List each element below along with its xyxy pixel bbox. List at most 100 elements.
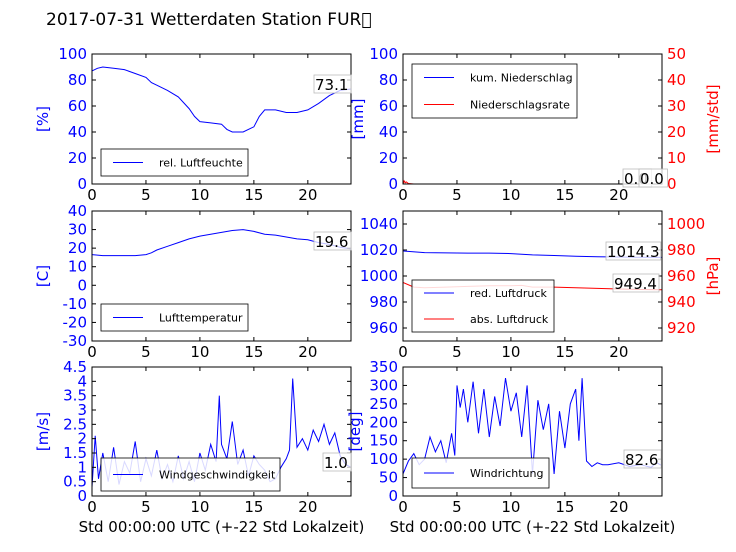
panel-1: 0 5 10 15 20 0 20 40 60 80 100 [%] rel. Luftfeuchte 7… <box>34 45 352 204</box>
y-tick-label: 350 <box>369 358 398 376</box>
value-label: 73.1 <box>315 76 348 94</box>
y-tick-label: 40 <box>68 202 87 220</box>
y-tick-label: 0 <box>77 487 87 505</box>
x-tick-label: 20 <box>298 186 317 204</box>
y-tick-label: 60 <box>68 97 87 115</box>
y-axis-label: [mm] <box>349 99 367 140</box>
legend-label: red. Luftdruck <box>470 287 547 300</box>
panel-4: 0 5 10 15 20 960 980 1000 1020 1040 920 940 960 980 10… <box>360 210 722 361</box>
figure-title: 2017-07-31 Wetterdaten Station FUR  <box>46 10 372 30</box>
x-tick-label: 5 <box>141 343 151 361</box>
y-tick-label: 50 <box>379 469 398 487</box>
y-tick-label: 80 <box>379 71 398 89</box>
y2-tick-label: 30 <box>667 97 686 115</box>
y-tick-label: 20 <box>68 239 87 257</box>
y-tick-label: 3 <box>77 401 87 419</box>
y-axis-label: [C] <box>34 265 52 287</box>
value-box <box>623 449 662 469</box>
x-axis-label: Std 00:00:00 UTC (+-22 Std Lokalzeit) <box>79 518 365 536</box>
y-tick-label: 60 <box>379 97 398 115</box>
y2-tick-label: 980 <box>667 241 696 259</box>
legend-box <box>411 457 550 489</box>
y-tick-label: 200 <box>369 413 398 431</box>
y-tick-label: 100 <box>369 45 398 63</box>
legend-label: Niederschlagsrate <box>470 99 570 112</box>
y-tick-label: 2.5 <box>63 415 87 433</box>
series-line <box>92 229 351 257</box>
panel-5: 0 5 10 15 20 00.511.522.533.544.5 [m/s] Std 00:… <box>34 358 364 536</box>
y2-tick-label: 1000 <box>667 215 705 233</box>
y-tick-label: 100 <box>58 45 87 63</box>
y2-tick-label: 50 <box>667 45 686 63</box>
y-tick-label: 2 <box>77 430 87 448</box>
y2-tick-label: 0 <box>667 175 677 193</box>
y-tick-label: 80 <box>68 71 87 89</box>
x-tick-label: 0 <box>398 186 408 204</box>
x-tick-label: 5 <box>452 186 462 204</box>
series-line <box>92 66 351 133</box>
y-tick-label: -10 <box>63 295 88 313</box>
y-tick-label: 40 <box>68 123 87 141</box>
legend-label: Windgeschwindigkeit <box>159 469 276 482</box>
x-tick-label: 0 <box>398 498 408 516</box>
y2-tick-label: 40 <box>667 71 686 89</box>
panel-3: 0 5 10 15 20-30-20-10010203040[C]Lufttempera… <box>34 202 352 361</box>
x-tick-label: 0 <box>87 498 97 516</box>
y-tick-label: 4.5 <box>63 358 87 376</box>
legend-label: Windrichtung <box>470 467 543 480</box>
value-label: 1014.3 <box>607 243 660 261</box>
x-tick-label: 10 <box>190 343 209 361</box>
axes-frame <box>91 210 352 342</box>
axes-frame <box>91 366 352 497</box>
y-tick-label: 0 <box>388 175 398 193</box>
x-axis-label: Std 00:00:00 UTC (+-22 Std Lokalzeit) <box>390 518 676 536</box>
value-label: 0.0 <box>640 170 664 188</box>
value-box <box>322 452 352 472</box>
y-tick-label: 0 <box>77 175 87 193</box>
y-tick-label: 1040 <box>360 215 398 233</box>
value-label: 82.6 <box>625 451 658 469</box>
y2-axis-label: [mm/std] <box>704 84 722 153</box>
x-tick-label: 10 <box>501 343 520 361</box>
y-tick-label: 40 <box>379 123 398 141</box>
y-tick-label: -30 <box>63 332 88 350</box>
legend-label: rel. Luftfeuchte <box>159 157 243 170</box>
y-tick-label: 0 <box>77 276 87 294</box>
x-tick-label: 15 <box>555 343 574 361</box>
panel-2: 0 5 10 15 20 0 20 40 60 80 100 0 10 20 30 40 50 [mm] [mm/s… <box>349 45 722 204</box>
y-tick-label: 30 <box>68 221 87 239</box>
y-tick-label: 1 <box>77 458 87 476</box>
y-tick-label: 1020 <box>360 241 398 259</box>
x-tick-label: 10 <box>501 498 520 516</box>
series-line <box>403 179 662 184</box>
value-box <box>313 74 352 94</box>
y-tick-label: 250 <box>369 395 398 413</box>
legend-box <box>411 279 555 333</box>
y-axis-label: [deg] <box>346 412 364 452</box>
value-label: 19.6 <box>315 233 348 251</box>
y-tick-label: 1.5 <box>63 444 87 462</box>
x-tick-label: 20 <box>609 343 628 361</box>
value-box <box>638 168 668 188</box>
x-tick-label: 15 <box>244 343 263 361</box>
value-box <box>612 273 660 293</box>
axes-frame <box>402 53 663 185</box>
y-tick-label: 100 <box>369 450 398 468</box>
y-tick-label: -20 <box>63 313 88 331</box>
legend-label: Lufttemperatur <box>159 312 243 325</box>
value-box <box>313 231 352 251</box>
axes-frame <box>402 366 663 497</box>
x-tick-label: 5 <box>141 186 151 204</box>
legend-label: kum. Niederschlag <box>470 72 573 85</box>
y2-tick-label: 920 <box>667 319 696 337</box>
y2-tick-label: 20 <box>667 123 686 141</box>
y-tick-label: 1000 <box>360 267 398 285</box>
y-tick-label: 3.5 <box>63 387 87 405</box>
value-label: 1.0 <box>324 454 348 472</box>
x-tick-label: 10 <box>501 186 520 204</box>
x-tick-label: 10 <box>190 498 209 516</box>
x-tick-label: 15 <box>555 186 574 204</box>
x-tick-label: 5 <box>452 498 462 516</box>
